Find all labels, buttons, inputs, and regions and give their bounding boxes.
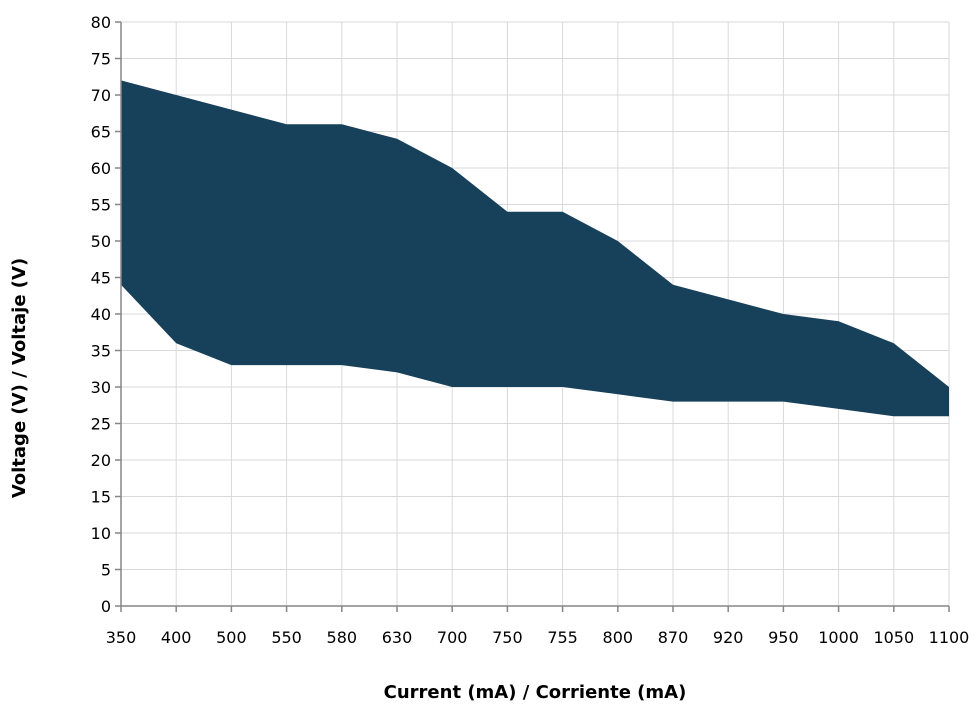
x-tick-label: 400 [161, 628, 192, 647]
x-tick-label: 350 [106, 628, 137, 647]
y-tick-label: 30 [91, 378, 111, 397]
y-tick-label: 20 [91, 451, 111, 470]
x-tick-label: 750 [492, 628, 523, 647]
y-tick-label: 80 [91, 13, 111, 32]
y-tick-label: 35 [91, 342, 111, 361]
axes [115, 21, 950, 612]
y-tick-label: 5 [101, 561, 111, 580]
x-tick-label: 1050 [873, 628, 914, 647]
y-axis-title: Voltage (V) / Voltaje (V) [9, 258, 30, 498]
y-tick-label: 45 [91, 269, 111, 288]
y-tick-label: 25 [91, 415, 111, 434]
y-tick-label: 15 [91, 488, 111, 507]
x-tick-label: 1100 [929, 628, 970, 647]
y-tick-label: 40 [91, 305, 111, 324]
y-tick-label: 75 [91, 50, 111, 69]
y-tick-label: 70 [91, 86, 111, 105]
x-tick-label: 755 [547, 628, 578, 647]
y-tick-labels: 0 5 10 15 20 25 30 35 40 45 50 55 60 65 70 75 80 [91, 13, 111, 616]
x-tick-label: 550 [271, 628, 302, 647]
y-tick-label: 55 [91, 196, 111, 215]
y-tick-label: 10 [91, 524, 111, 543]
y-tick-label: 65 [91, 123, 111, 142]
x-tick-label: 950 [768, 628, 799, 647]
x-tick-label: 700 [437, 628, 468, 647]
y-tick-label: 60 [91, 159, 111, 178]
x-tick-label: 870 [658, 628, 689, 647]
x-tick-label: 500 [216, 628, 247, 647]
x-tick-label: 630 [382, 628, 413, 647]
operating-area [121, 80, 949, 417]
x-tick-label: 800 [603, 628, 634, 647]
y-tick-label: 0 [101, 597, 111, 616]
x-tick-labels: 350 400 500 550 580 630 700 750 755 800 870 920 950 1… [106, 628, 970, 647]
x-axis-title: Current (mA) / Corriente (mA) [384, 682, 687, 703]
x-tick-label: 1000 [818, 628, 859, 647]
x-tick-label: 580 [327, 628, 358, 647]
y-tick-label: 50 [91, 232, 111, 251]
x-tick-label: 920 [713, 628, 744, 647]
